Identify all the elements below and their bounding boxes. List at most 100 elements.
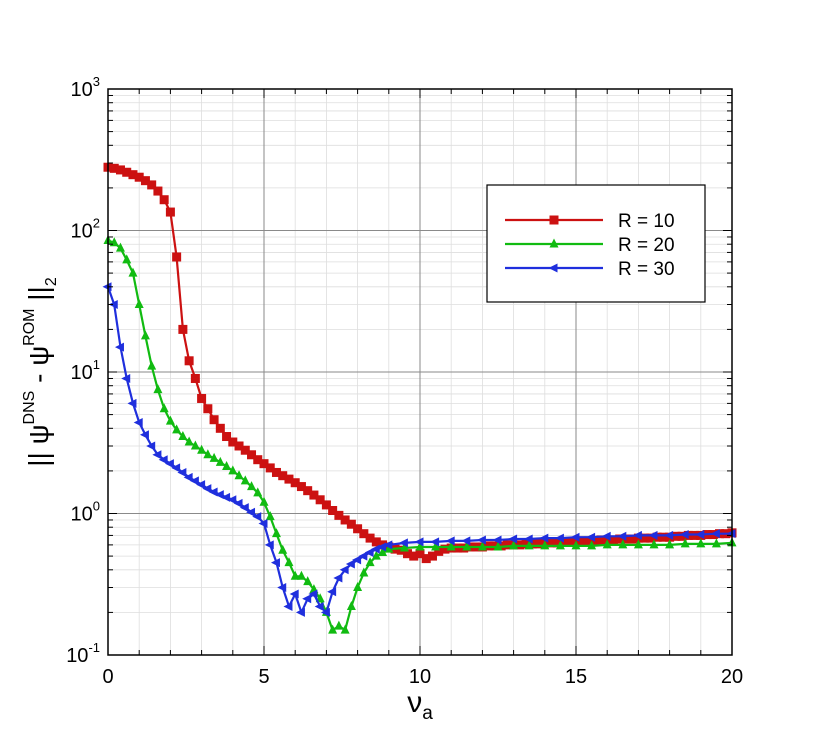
data-point	[421, 554, 431, 564]
data-point	[190, 373, 200, 383]
data-point	[133, 417, 143, 427]
data-point	[403, 549, 413, 559]
data-point	[340, 624, 350, 634]
data-point	[371, 537, 381, 547]
data-point	[648, 530, 658, 540]
y-axis-label-sub: 2	[43, 277, 60, 286]
data-point	[296, 570, 306, 580]
data-point	[165, 207, 175, 217]
y-tick-label-base: 10	[71, 504, 93, 526]
data-point	[284, 474, 294, 484]
data-point	[409, 551, 419, 561]
data-point	[302, 594, 312, 604]
data-point	[633, 539, 643, 549]
data-point	[146, 441, 156, 451]
data-point	[178, 324, 188, 334]
y-tick-label-exponent: 3	[93, 74, 100, 89]
data-point	[601, 531, 611, 541]
data-point	[215, 456, 225, 466]
data-point	[140, 330, 150, 340]
y-axis-label-mid: - ψ	[23, 346, 54, 391]
data-point	[446, 541, 456, 551]
data-point	[190, 440, 200, 450]
data-point	[346, 601, 356, 611]
data-point	[415, 541, 425, 551]
data-point	[233, 498, 243, 508]
data-point	[602, 539, 612, 549]
y-axis-label-sup-dns: DNS	[21, 391, 38, 425]
data-point	[339, 565, 349, 575]
data-point	[234, 470, 244, 480]
data-point	[493, 541, 503, 551]
data-point	[115, 242, 125, 252]
data-point	[462, 541, 472, 551]
data-point	[359, 567, 369, 577]
data-point	[253, 487, 263, 497]
data-point	[197, 393, 207, 403]
data-point	[358, 551, 368, 561]
y-tick-label-exponent: 0	[93, 499, 100, 514]
legend-swatch-marker	[549, 238, 559, 248]
data-point	[253, 455, 263, 465]
data-point	[203, 449, 213, 459]
data-point	[183, 472, 193, 482]
data-point	[264, 540, 274, 550]
data-point	[596, 535, 606, 545]
data-point	[352, 555, 362, 565]
data-point	[680, 538, 690, 548]
data-point	[615, 534, 625, 544]
y-axis-label: || ψDNS - ψROM ||2	[21, 277, 60, 467]
data-point	[139, 430, 149, 440]
data-point	[328, 506, 338, 516]
data-point	[554, 533, 564, 543]
y-tick-label: 101	[71, 357, 100, 384]
legend-item: R = 10	[505, 211, 675, 232]
data-point	[353, 524, 363, 534]
data-point	[434, 546, 444, 556]
data-point	[415, 549, 425, 559]
data-point	[215, 423, 225, 433]
data-point	[284, 557, 294, 567]
data-point	[159, 403, 169, 413]
data-point	[271, 467, 281, 477]
data-point	[540, 540, 550, 550]
x-tick-label: 0	[102, 666, 113, 688]
data-point	[247, 481, 257, 491]
data-point	[671, 531, 681, 541]
data-point	[290, 478, 300, 488]
data-point	[384, 543, 394, 553]
data-point	[147, 180, 157, 190]
data-point	[314, 602, 324, 612]
data-point	[197, 444, 207, 454]
y-axis-label-close: ||	[23, 286, 54, 308]
x-tick-label: 20	[721, 666, 743, 688]
data-point	[114, 342, 124, 352]
data-point	[440, 544, 450, 554]
data-point	[209, 452, 219, 462]
data-point	[247, 450, 257, 460]
data-point	[171, 463, 181, 473]
data-point	[227, 495, 237, 505]
data-point	[309, 490, 319, 500]
data-point	[203, 404, 213, 414]
y-axis-label-open: || ψ	[23, 424, 54, 466]
data-point	[289, 589, 299, 599]
data-point	[679, 530, 689, 540]
data-point	[527, 539, 537, 549]
data-point	[502, 540, 512, 550]
data-point	[127, 398, 137, 408]
y-tick-label-base: 10	[71, 362, 93, 384]
data-point	[383, 540, 393, 550]
x-axis-label-sub: a	[422, 703, 433, 724]
y-tick-label: 102	[71, 216, 100, 243]
data-point	[153, 186, 163, 196]
data-point	[539, 533, 549, 543]
data-point	[259, 459, 269, 469]
data-point	[259, 496, 269, 506]
data-point	[534, 539, 544, 549]
data-point	[618, 539, 628, 549]
data-point	[399, 542, 409, 552]
data-point	[461, 536, 471, 546]
y-tick-label: 103	[71, 74, 100, 101]
